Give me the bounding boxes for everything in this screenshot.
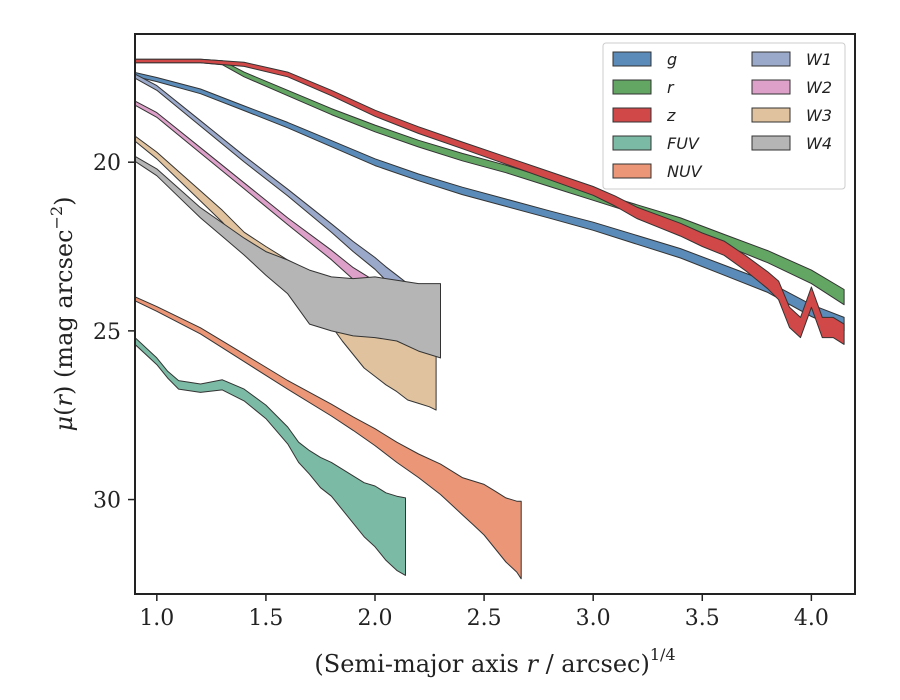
x-tick-label: 2.5 [467,606,502,631]
legend-swatch-z [612,107,652,123]
y-tick-label: 25 [93,320,121,345]
y-axis-title: μ(r) (mag arcsec−2) [47,196,78,431]
legend-label-g: g [667,50,677,69]
y-tick-label: 30 [93,489,121,514]
legend-label-w4: W4 [806,134,832,153]
band-w4 [135,155,441,359]
y-axis-ticks: 20 25 30 [93,151,135,514]
plot-frame [134,33,856,595]
legend-swatch-w4 [751,135,791,151]
legend-swatch-g [612,51,652,67]
legend-swatch-w2 [751,79,791,95]
x-tick-label: 1.0 [139,606,174,631]
legend-swatch-w3 [751,107,791,123]
legend: grz FUV NUV W1 W2 W3 W4 [602,42,846,190]
x-tick-label: 3.5 [685,606,720,631]
legend-items: grz FUV NUV W1 W2 W3 W4 [612,50,832,181]
x-tick-label: 2.0 [358,606,393,631]
legend-label-w3: W3 [806,106,832,125]
legend-label-z: z [666,106,676,125]
x-tick-label: 4.0 [794,606,829,631]
legend-swatch-nuv [612,163,652,179]
band-layer [135,58,845,580]
band-nuv [135,296,522,580]
legend-label-w1: W1 [806,50,832,69]
legend-label-w2: W2 [806,78,832,97]
x-tick-label: 3.0 [576,606,611,631]
y-tick-label: 20 [93,151,121,176]
legend-label-nuv: NUV [667,162,703,181]
x-tick-label: 1.5 [248,606,283,631]
legend-label-fuv: FUV [667,134,700,153]
band-r [135,58,845,306]
band-fuv [135,337,406,576]
legend-label-r: r [667,78,675,97]
legend-swatch-w1 [751,51,791,67]
legend-swatch-fuv [612,135,652,151]
x-axis-title: (Semi-major axis r / arcsec)1/4 [314,645,675,678]
x-axis-ticks: 1.0 1.5 2.0 2.5 3.0 3.5 4.0 [139,594,829,631]
band-z [135,58,845,345]
legend-swatch-r [612,79,652,95]
